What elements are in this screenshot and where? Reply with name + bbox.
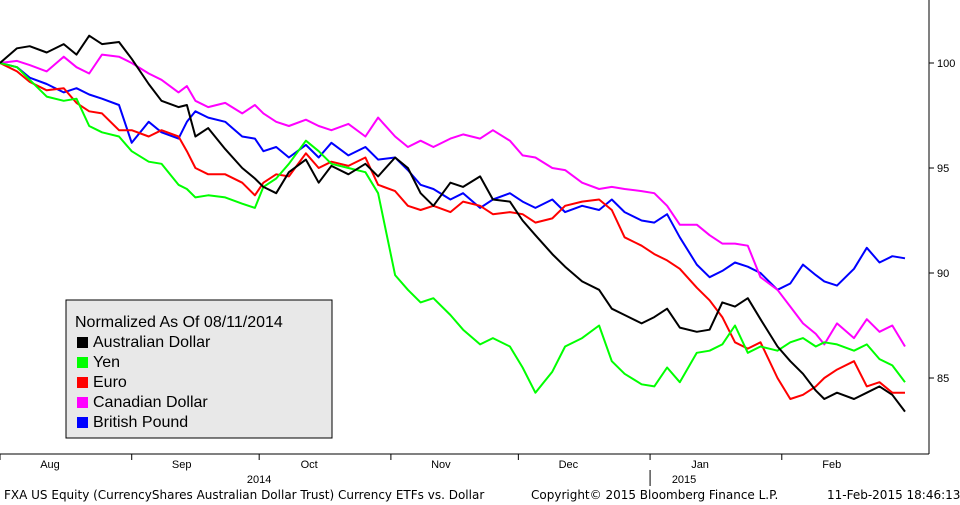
y-tick-label: 85 [937, 373, 949, 385]
y-tick-label: 90 [937, 268, 949, 280]
y-tick-label: 95 [937, 163, 949, 175]
x-year-label: 2014 [247, 474, 271, 486]
x-tick-label: Sep [172, 459, 192, 471]
series-line-australian-dollar [0, 34, 906, 413]
x-axis-ticks: Aug Sep Oct Nov Dec Jan Feb 2014 2015 [0, 454, 841, 486]
legend-label: Euro [93, 374, 127, 391]
x-tick-label: Aug [40, 459, 60, 471]
series-line-yen [0, 62, 906, 394]
footer-copyright: Copyright© 2015 Bloomberg Finance L.P. [531, 488, 779, 502]
legend-label: Australian Dollar [93, 334, 211, 351]
footer-source: FXA US Equity (CurrencyShares Australian… [4, 488, 485, 502]
legend-swatch [77, 357, 88, 368]
legend-box [65, 299, 333, 439]
footer-timestamp: 11-Feb-2015 18:46:13 [827, 488, 960, 502]
legend-label: British Pound [93, 414, 188, 431]
y-tick-label: 100 [937, 58, 955, 70]
x-tick-label: Nov [431, 459, 451, 471]
legend-swatch [77, 377, 88, 388]
legend-swatch [77, 417, 88, 428]
legend: Normalized As Of 08/11/2014 Australian D… [65, 299, 333, 439]
legend-items: Australian Dollar Yen Euro Canadian Dollar B… [77, 334, 211, 431]
x-year-label: 2015 [672, 474, 696, 486]
x-tick-label: Feb [822, 459, 841, 471]
legend-swatch [77, 337, 88, 348]
legend-swatch [77, 397, 88, 408]
legend-label: Canadian Dollar [93, 394, 208, 411]
series-line-canadian-dollar [0, 53, 906, 348]
series-line-euro [0, 62, 905, 400]
y-axis-ticks: 85 90 95 100 [929, 58, 955, 385]
series-line-british-pound [0, 62, 906, 291]
series-lines [0, 34, 906, 413]
x-tick-label: Oct [301, 459, 318, 471]
x-tick-label: Dec [559, 459, 579, 471]
legend-title: Normalized As Of 08/11/2014 [75, 314, 283, 331]
legend-label: Yen [93, 354, 120, 371]
x-tick-label: Jan [691, 459, 709, 471]
